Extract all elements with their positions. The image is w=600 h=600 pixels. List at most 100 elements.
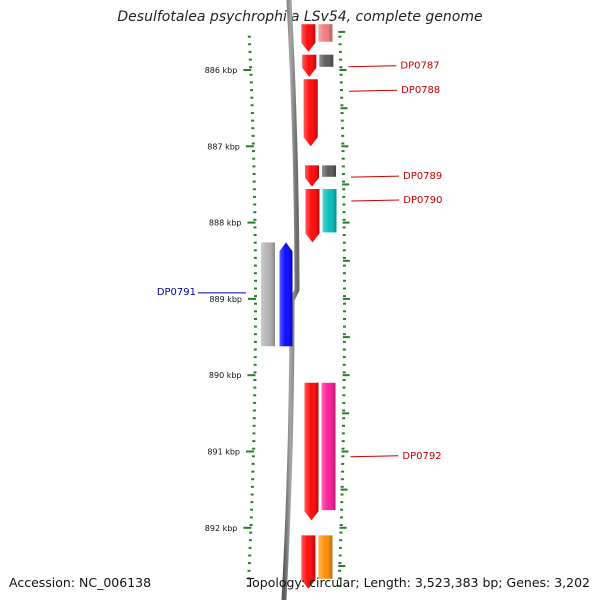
major-tick-right (342, 221, 350, 224)
minor-tick-right (341, 173, 345, 175)
gene-label-leader (348, 65, 397, 68)
genome-summary-text: Topology: circular; Length: 3,523,383 bp… (246, 575, 590, 590)
gene-label[interactable]: DP0789 (403, 171, 442, 182)
minor-tick-right (342, 249, 346, 252)
minor-tick-left (251, 142, 255, 145)
minor-tick-right (339, 516, 343, 519)
minor-tick-left (253, 363, 257, 366)
minor-tick-right (341, 440, 345, 443)
minor-tick-left (251, 455, 255, 458)
minor-tick-left (251, 462, 255, 465)
minor-tick-right (341, 127, 344, 130)
gene-label[interactable]: DP0788 (401, 85, 440, 96)
minor-tick-left (253, 348, 257, 351)
gene-label-leader (350, 175, 400, 178)
minor-tick-right (343, 318, 346, 320)
minor-tick-right (342, 348, 346, 351)
gene-arrow-shade (301, 24, 316, 52)
minor-tick-right (342, 241, 346, 244)
minor-tick-right (342, 386, 346, 389)
gene-arrow-shade (302, 54, 317, 77)
minor-tick-left (252, 424, 256, 427)
minor-tick-left (253, 234, 257, 236)
minor-tick-left (252, 188, 256, 191)
minor-tick-right (338, 546, 342, 549)
accession-text: Accession: NC_006138 (9, 575, 152, 590)
minor-tick-right (343, 325, 346, 328)
minor-tick-left (253, 371, 257, 374)
major-tick-right (342, 183, 350, 186)
cog-bar-shade (318, 24, 333, 42)
minor-tick-left (250, 96, 254, 99)
gene-label[interactable]: DP0792 (402, 451, 441, 462)
minor-tick-right (338, 50, 342, 53)
minor-tick-left (254, 302, 257, 305)
major-tick-right (341, 450, 349, 453)
major-tick (243, 526, 252, 529)
minor-tick-left (252, 165, 256, 168)
kbp-tick-label: 888 kbp (209, 219, 242, 228)
minor-tick-left (248, 50, 252, 53)
gene-arrow-shade (305, 189, 320, 243)
major-tick-right (342, 259, 350, 262)
minor-tick-left (247, 577, 251, 580)
gene-label[interactable]: DP0790 (403, 195, 442, 206)
major-tick (247, 221, 256, 224)
minor-tick-right (342, 264, 346, 267)
minor-tick-left (251, 478, 255, 481)
minor-tick-left (250, 104, 254, 107)
cog-bar-shade (321, 382, 336, 511)
minor-tick-left (248, 554, 252, 557)
minor-tick-right (343, 295, 346, 298)
minor-tick-left (253, 356, 257, 359)
minor-tick-left (249, 531, 253, 534)
kbp-tick-label: 892 kbp (205, 524, 238, 533)
minor-tick-right (342, 417, 346, 420)
cog-bar-shade (322, 165, 336, 177)
minor-tick-right (342, 256, 346, 259)
minor-tick-right (340, 112, 344, 114)
minor-tick-right (341, 157, 345, 160)
gene-label[interactable]: DP0787 (400, 61, 439, 72)
minor-tick-left (247, 35, 251, 38)
minor-tick-left (253, 340, 257, 343)
minor-tick-left (250, 112, 254, 114)
kbp-tick-label: 889 kbp (209, 295, 242, 304)
minor-tick-right (340, 478, 344, 481)
minor-tick-right (340, 96, 344, 99)
minor-tick-left (252, 157, 256, 160)
major-tick (246, 450, 254, 453)
gene-arrow-shade (304, 382, 319, 521)
major-tick (245, 145, 254, 148)
major-tick-right (339, 69, 347, 71)
minor-tick-left (253, 256, 257, 259)
gene-label[interactable]: DP0791 (157, 287, 196, 298)
major-tick (243, 69, 252, 71)
minor-tick-left (253, 226, 257, 229)
major-tick-right (341, 145, 349, 148)
major-tick-right (342, 336, 350, 339)
minor-tick-left (253, 195, 256, 198)
minor-tick-left (253, 218, 257, 221)
kbp-tick-label: 886 kbp (205, 66, 238, 75)
minor-tick-right (343, 310, 346, 313)
minor-tick-left (253, 394, 257, 397)
minor-tick-right (342, 401, 346, 404)
minor-tick-left (253, 249, 257, 252)
minor-tick-right (339, 524, 343, 526)
minor-tick-left (250, 501, 254, 504)
major-tick-right (343, 297, 350, 300)
minor-tick-left (254, 318, 257, 320)
minor-tick-left (250, 508, 254, 511)
minor-tick-left (252, 440, 256, 443)
minor-tick-right (341, 165, 345, 168)
minor-tick-left (253, 401, 257, 404)
gene-arrow-shade (305, 165, 319, 187)
minor-tick-right (339, 73, 343, 76)
minor-tick-right (342, 188, 346, 191)
minor-tick-left (251, 134, 255, 137)
minor-tick-right (340, 119, 344, 122)
minor-tick-right (342, 272, 346, 275)
minor-tick-left (250, 485, 254, 488)
